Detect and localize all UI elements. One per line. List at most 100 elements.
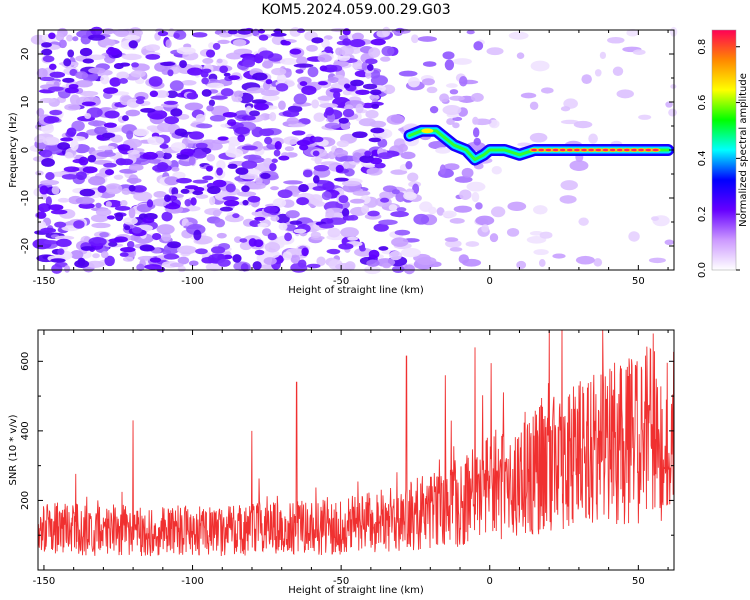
- spectrogram-cell: [114, 205, 131, 211]
- spectrogram-cell: [246, 87, 265, 94]
- spectrogram-cell: [133, 191, 153, 202]
- spectrogram-cell: [329, 88, 343, 93]
- spectrogram-cell: [195, 248, 208, 255]
- spectrogram-cell: [55, 238, 72, 248]
- spectrogram-cell: [237, 134, 245, 143]
- colorbar-ticks: 0.0 0.2 0.4 0.6 0.8: [697, 39, 740, 278]
- spectrogram-cell: [263, 257, 277, 265]
- spectrogram-cell: [212, 139, 230, 144]
- spectrogram-cell: [412, 183, 420, 195]
- snr-y-axis-label: SNR (10 * v/v): [8, 414, 19, 485]
- spectrogram-cell: [210, 95, 228, 100]
- spectrogram-cell: [366, 63, 374, 72]
- spectrogram-cell: [103, 122, 117, 128]
- spectrogram-cell: [278, 100, 286, 111]
- spectrogram-cell: [252, 28, 260, 37]
- spectrogram-cell: [313, 112, 326, 123]
- spectrogram-cell: [88, 34, 106, 41]
- spectrogram-cell: [50, 209, 68, 215]
- spectrogram-cell: [107, 46, 115, 52]
- spectrogram-cell: [381, 45, 395, 57]
- spectrogram-cell: [593, 258, 603, 267]
- spectrogram-cell: [638, 114, 652, 120]
- spectrogram-cell: [439, 164, 446, 175]
- spectrogram-cell: [347, 236, 359, 241]
- spectrogram-cell: [382, 84, 396, 95]
- spectrogram-cell: [664, 239, 674, 246]
- snr-y-ticks: 200 400 600: [20, 352, 674, 536]
- spectrogram-cell: [359, 246, 366, 252]
- spectrogram-cell: [364, 150, 372, 157]
- spectrogram-cell: [142, 217, 155, 224]
- spectrogram-cell: [538, 259, 546, 267]
- spectrogram-cell: [192, 190, 204, 196]
- spectrogram-cell: [206, 82, 225, 89]
- spectrogram-noise: [29, 26, 678, 275]
- spectrogram-cell: [452, 116, 463, 122]
- spectrogram-cell: [232, 213, 240, 219]
- spectrogram-cell: [299, 81, 308, 87]
- spectrogram-cell: [157, 30, 169, 37]
- spectrogram-cell: [265, 79, 273, 85]
- spectrogram-cell: [148, 76, 163, 87]
- spectrogram-cell: [394, 229, 411, 236]
- spectrogram-cell: [452, 58, 472, 65]
- spectrogram-cell: [106, 126, 122, 133]
- spectrogram-cell: [370, 127, 385, 134]
- colorbar-gradient: [712, 30, 736, 270]
- spectrogram-cell: [529, 132, 548, 143]
- spectrogram-cell: [90, 26, 103, 36]
- spectrogram-cell: [270, 32, 287, 37]
- spectrogram-cell: [520, 92, 537, 99]
- spectrogram-cell: [101, 132, 116, 139]
- spectrogram-cell: [40, 179, 60, 186]
- spectrogram-cell: [140, 107, 156, 113]
- spectrogram-cell: [195, 142, 208, 149]
- spectrogram-cell: [64, 152, 74, 159]
- spectrogram-cell: [486, 47, 504, 56]
- spectrogram-cell: [269, 112, 277, 122]
- spectrogram-cell: [216, 232, 227, 239]
- colorbar-frame: [711, 29, 737, 271]
- spectrogram-cell: [72, 36, 79, 42]
- colorbar-tick-label: 0.6: [697, 95, 708, 111]
- spectrogram-cell: [187, 67, 203, 76]
- spectrogram-cell: [276, 73, 287, 84]
- spectrogram-cell: [263, 205, 279, 214]
- spectrogram-cell: [370, 38, 386, 46]
- spectrogram-cell: [108, 238, 124, 243]
- spectrogram-cell: [378, 219, 398, 226]
- spectrogram-cell: [119, 158, 134, 166]
- spectrogram-cell: [377, 152, 394, 160]
- spectrogram-cell: [452, 122, 460, 129]
- spectrogram-cell: [119, 252, 129, 257]
- spectrogram-cell: [578, 217, 589, 226]
- spectrogram-cell: [342, 108, 355, 118]
- spectrogram-cell: [289, 48, 302, 55]
- spectrogram-cell: [339, 45, 354, 57]
- spectrogram-cell: [369, 89, 382, 96]
- spectrogram-cell: [252, 72, 268, 81]
- spectrogram-cell: [67, 49, 75, 58]
- x-tick-label: -50: [333, 576, 349, 587]
- spectrogram-cell: [139, 245, 155, 252]
- spectrogram-cell: [262, 60, 274, 69]
- spectrogram-cell: [386, 114, 405, 125]
- spectrogram-cell: [206, 105, 214, 112]
- spectrogram-cell: [472, 116, 479, 125]
- spectrogram-cell: [278, 155, 290, 161]
- spectrogram-cell: [81, 101, 96, 107]
- spectrogram-cell: [210, 246, 226, 254]
- x-tick-label: -100: [181, 276, 204, 287]
- spectrogram-cell: [205, 49, 216, 58]
- spectrogram-cell: [50, 258, 66, 263]
- spectrogram-cell: [427, 206, 437, 215]
- spectrogram-cell: [321, 191, 332, 201]
- spectrogram-cell: [108, 241, 118, 247]
- spectrogram-cell: [121, 187, 132, 195]
- spectrogram-cell: [104, 183, 123, 195]
- spectrogram-cell: [267, 232, 277, 241]
- snr-x-axis-label: Height of straight line (km): [288, 585, 424, 596]
- spectrogram-cell: [319, 103, 339, 109]
- spectrogram-cell: [145, 44, 161, 52]
